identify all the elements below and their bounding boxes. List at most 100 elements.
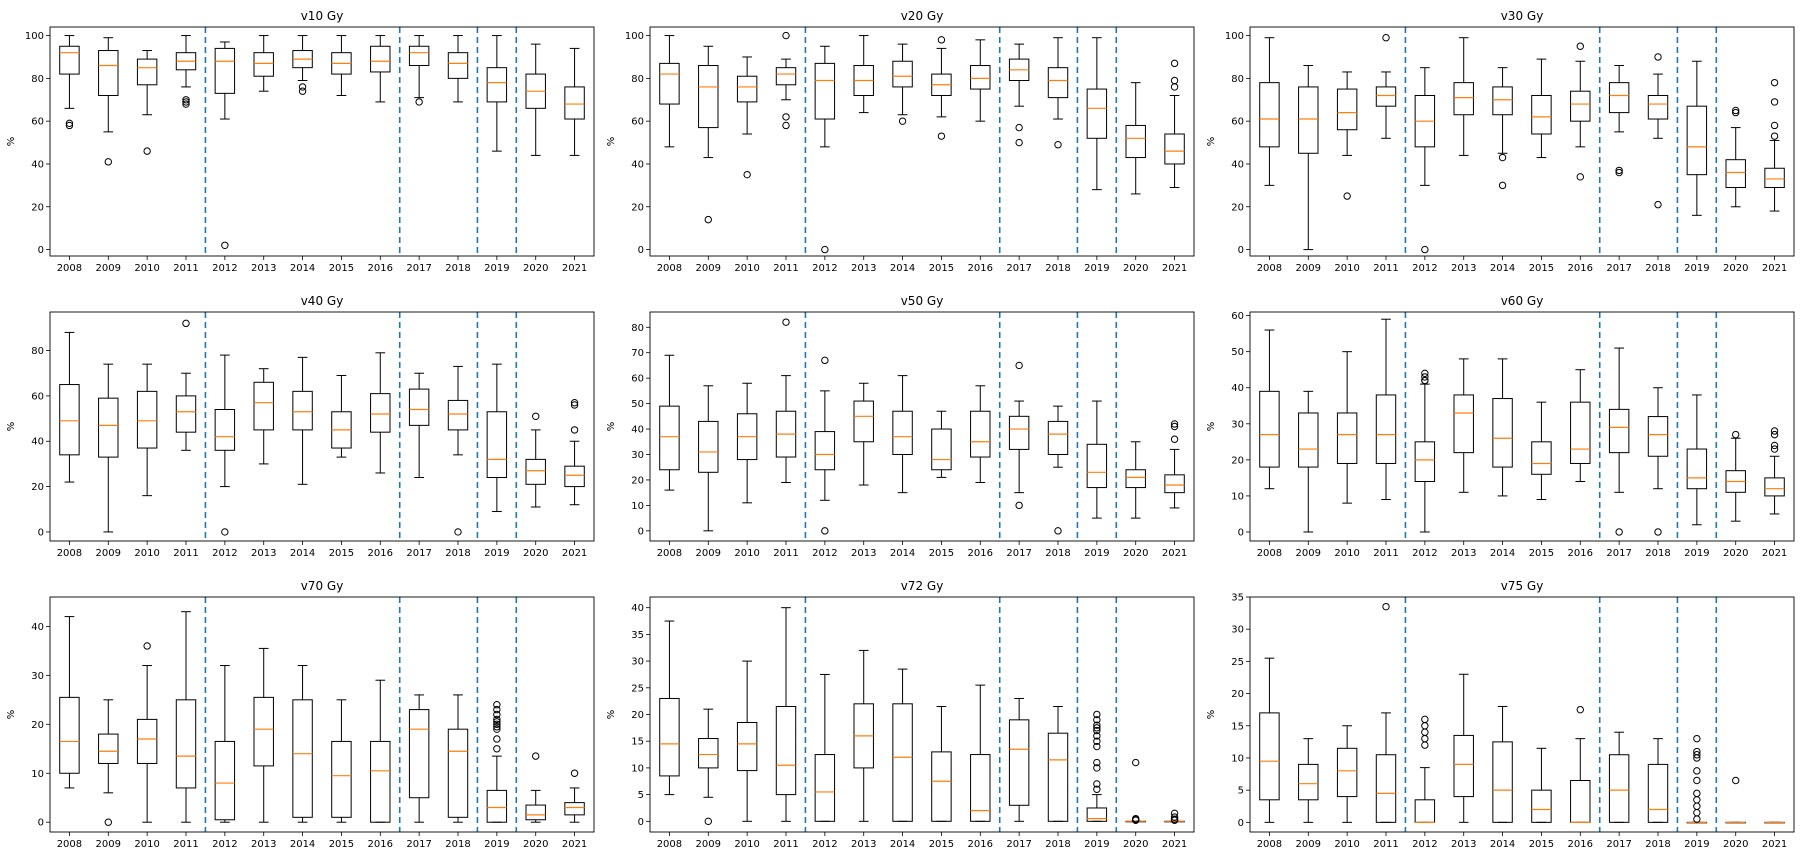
iqr-box: [136, 58, 158, 86]
box-2011: [775, 607, 797, 822]
iqr-box: [1086, 443, 1108, 489]
outlier-point: [1170, 809, 1179, 818]
iqr-box: [970, 410, 991, 458]
outlier-point: [1170, 435, 1179, 443]
box-2013: [853, 35, 874, 114]
box-2013: [253, 35, 274, 92]
iqr-box: [486, 411, 508, 479]
outlier-point: [1732, 108, 1740, 117]
outlier-point: [221, 241, 229, 249]
x-tick-label: 2012: [812, 548, 837, 559]
box-2010: [136, 642, 158, 823]
x-tick-label: 2016: [1568, 263, 1593, 274]
iqr-box: [1725, 159, 1746, 189]
x-tick-label: 2008: [1257, 839, 1282, 850]
box-2008: [59, 35, 80, 130]
chart-title: v70 Gy: [301, 579, 344, 593]
y-tick-label: 30: [31, 671, 44, 682]
x-tick-label: 2020: [1723, 839, 1748, 850]
outlier-point: [1015, 361, 1023, 370]
iqr-box: [136, 718, 158, 764]
iqr-box: [775, 410, 797, 458]
box-2014: [892, 43, 913, 125]
outlier-point: [1421, 728, 1429, 736]
outlier-point: [1498, 153, 1507, 162]
y-tick-label: 50: [631, 399, 644, 410]
box-2017: [408, 694, 430, 823]
outlier-point: [1421, 369, 1429, 378]
x-tick-label: 2008: [1257, 548, 1282, 559]
x-tick-label: 2018: [445, 263, 470, 274]
box-2020: [1125, 441, 1146, 519]
y-tick-label: 100: [1225, 31, 1244, 42]
outlier-point: [821, 527, 829, 535]
outlier-point: [493, 701, 501, 709]
x-tick-label: 2018: [1045, 263, 1070, 274]
y-tick-label: 20: [631, 475, 644, 486]
x-tick-label: 2016: [968, 548, 993, 559]
outlier-point: [1615, 166, 1623, 175]
x-tick-label: 2021: [1762, 263, 1787, 274]
y-tick-label: 100: [25, 31, 44, 42]
y-tick-label: 60: [631, 374, 644, 385]
box-2020: [1725, 776, 1746, 824]
chart-title: v20 Gy: [901, 9, 944, 23]
outlier-point: [1421, 741, 1429, 749]
plot-frame: [649, 596, 1195, 833]
plot-frame: [49, 311, 595, 542]
iqr-box: [59, 45, 80, 75]
x-tick-label: 2018: [1645, 839, 1670, 850]
iqr-box: [214, 740, 236, 821]
x-tick-label: 2014: [290, 839, 315, 850]
y-tick-label: 0: [1238, 245, 1244, 256]
box-2019: [1686, 734, 1708, 824]
chart-title: v72 Gy: [901, 579, 944, 593]
iqr-box: [775, 67, 797, 86]
outlier-point: [493, 720, 501, 728]
y-tick-label: 60: [1231, 117, 1244, 128]
iqr-box: [1570, 779, 1591, 823]
x-tick-label: 2019: [1084, 839, 1109, 850]
outlier-point: [143, 642, 151, 650]
iqr-box: [214, 408, 236, 451]
iqr-box: [659, 62, 680, 105]
iqr-box: [1259, 390, 1280, 468]
x-tick-label: 2017: [1606, 839, 1631, 850]
iqr-box: [98, 50, 119, 96]
x-tick-label: 2013: [251, 839, 276, 850]
iqr-box: [1531, 789, 1552, 823]
x-tick-label: 2009: [1296, 839, 1321, 850]
iqr-box: [1453, 394, 1474, 454]
box-2009: [698, 708, 719, 826]
y-tick-label: 20: [31, 202, 44, 213]
iqr-box: [564, 465, 585, 488]
box-2012: [214, 354, 236, 536]
iqr-box: [1570, 90, 1591, 122]
box-2009: [1298, 390, 1319, 533]
iqr-box: [1453, 82, 1474, 116]
x-tick-label: 2013: [851, 263, 876, 274]
y-axis-label: %: [606, 710, 617, 720]
outlier-point: [1576, 705, 1584, 714]
x-tick-label: 2019: [1084, 263, 1109, 274]
iqr-box: [1414, 799, 1436, 823]
iqr-box: [892, 60, 913, 88]
y-tick-label: 20: [1231, 202, 1244, 213]
outlier-point: [1693, 815, 1701, 823]
outlier-point: [1654, 200, 1662, 209]
x-tick-label: 2012: [812, 839, 837, 850]
iqr-box: [525, 458, 546, 485]
y-tick-label: 30: [1231, 625, 1244, 636]
outlier-point: [1093, 726, 1101, 735]
box-2019: [1086, 400, 1108, 519]
x-tick-label: 2019: [1684, 548, 1709, 559]
x-tick-label: 2013: [1451, 263, 1476, 274]
iqr-box: [486, 67, 508, 103]
outlier-point: [1421, 734, 1429, 743]
iqr-box: [564, 86, 585, 120]
iqr-box: [1086, 88, 1108, 139]
outlier-point: [937, 36, 946, 44]
outlier-point: [1170, 76, 1179, 85]
iqr-box: [1647, 94, 1669, 120]
box-2018: [1047, 37, 1069, 149]
